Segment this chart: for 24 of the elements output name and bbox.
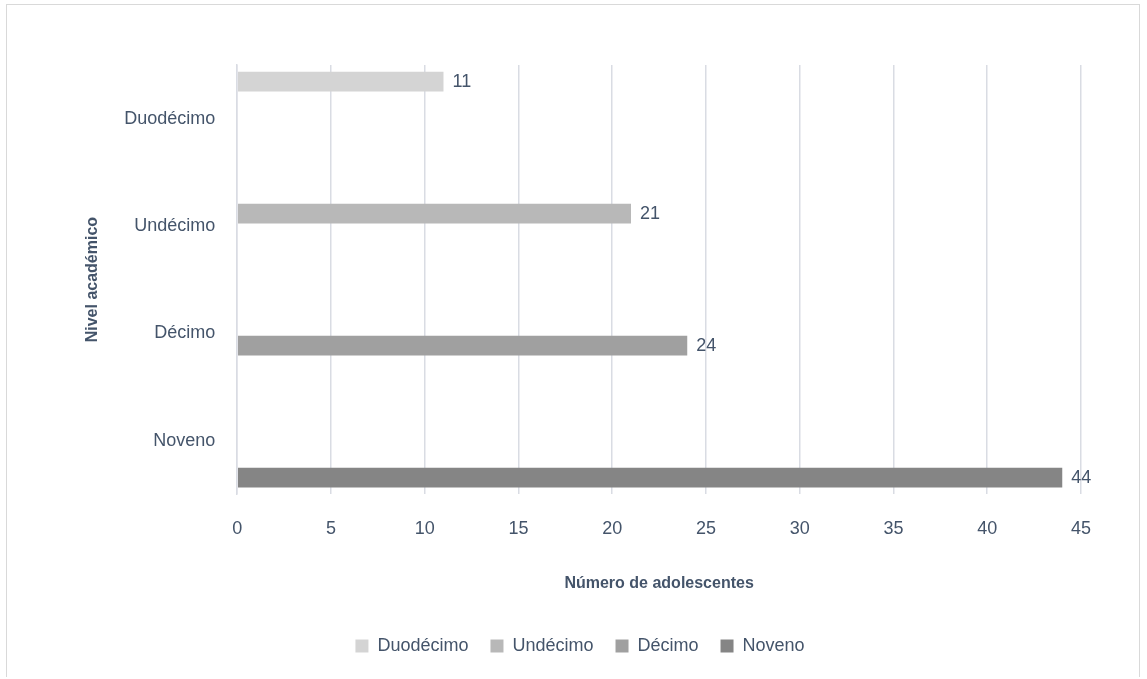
data-label: 44 xyxy=(1071,466,1092,487)
data-label: 21 xyxy=(640,202,661,223)
y-axis-title: Nivel académico xyxy=(83,216,101,343)
legend-label: Décimo xyxy=(637,634,699,655)
x-tick-label: 20 xyxy=(602,517,623,538)
legend-label: Duodécimo xyxy=(377,634,469,655)
x-tick-label: 45 xyxy=(1070,517,1092,538)
data-label: 11 xyxy=(452,70,472,91)
x-tick-label: 25 xyxy=(695,517,717,538)
x-axis-title: Número de adolescentes xyxy=(564,573,754,591)
y-tick-label: Undécimo xyxy=(134,214,216,235)
y-tick-label: Noveno xyxy=(153,429,216,450)
x-tick-label: 40 xyxy=(977,517,998,538)
x-tick-label: 30 xyxy=(789,517,810,538)
data-label: 24 xyxy=(696,334,717,355)
x-tick-label: 15 xyxy=(508,517,529,538)
x-tick-label: 0 xyxy=(232,517,243,538)
y-tick-label: Duodécimo xyxy=(124,107,216,128)
x-tick-label: 10 xyxy=(414,517,435,538)
legend-label: Noveno xyxy=(742,634,805,655)
x-tick-label: 35 xyxy=(883,517,904,538)
legend-label: Undécimo xyxy=(512,634,594,655)
x-tick-label: 5 xyxy=(325,517,336,538)
y-tick-label: Décimo xyxy=(154,322,216,343)
